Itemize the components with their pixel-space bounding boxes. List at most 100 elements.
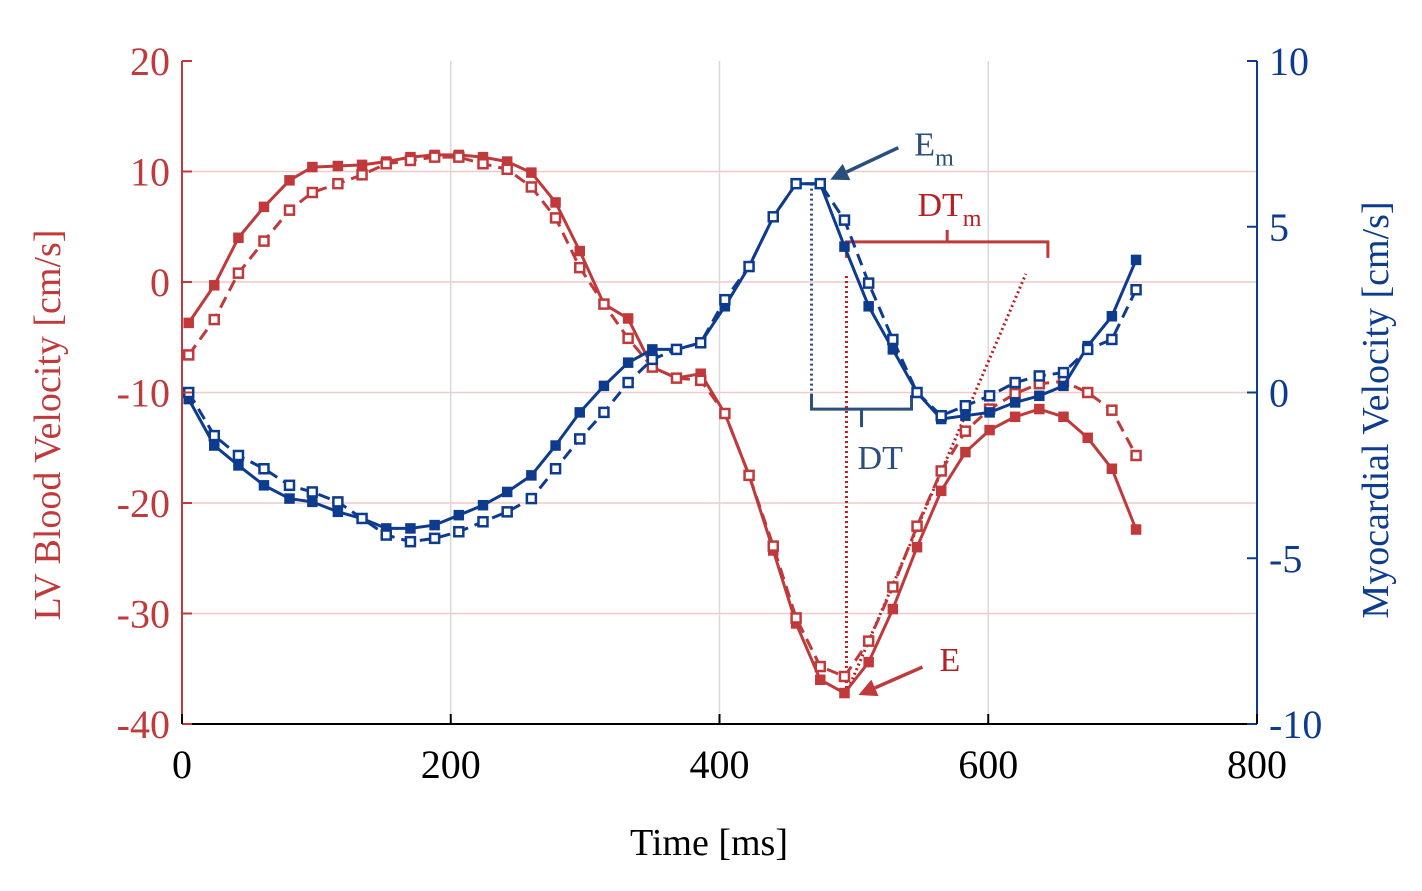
data-point <box>622 332 634 345</box>
data-point <box>284 493 295 504</box>
y-left-tick-label: -10 <box>117 371 170 416</box>
data-point <box>598 298 610 310</box>
data-point <box>209 280 220 291</box>
dtm-label: DTm <box>917 187 981 232</box>
data-point <box>719 407 731 420</box>
data-point <box>549 462 562 475</box>
data-point <box>380 529 392 541</box>
arrow-shaft <box>874 665 924 690</box>
data-point <box>838 214 851 226</box>
data-point <box>182 349 195 361</box>
data-point <box>380 158 392 170</box>
data-point <box>429 519 440 531</box>
data-point <box>453 509 465 521</box>
data-point <box>670 372 683 384</box>
data-point <box>1081 343 1094 356</box>
dtm-label-main: DT <box>917 187 963 224</box>
data-point <box>862 635 875 647</box>
data-point <box>984 424 995 436</box>
data-point <box>1058 380 1069 392</box>
data-point <box>622 376 634 389</box>
x-tick-label: 600 <box>958 742 1018 787</box>
data-point <box>1106 333 1118 346</box>
series-line <box>187 155 1138 679</box>
data-point <box>960 446 971 458</box>
data-point <box>332 177 344 190</box>
data-point <box>574 261 586 274</box>
x-tick-label: 200 <box>421 742 481 787</box>
data-point <box>1106 311 1118 322</box>
data-point <box>767 540 779 552</box>
ticks: 20 10 0 -10 -20 -30 -40 10 5 0 -5 -10 0 200 400 600 800 <box>117 39 1323 787</box>
data-point <box>574 407 585 418</box>
data-point <box>258 480 270 491</box>
em-label: Em <box>914 127 954 172</box>
arrow-shaft <box>845 146 900 174</box>
data-point <box>1057 366 1070 379</box>
y-right-tick-label: 10 <box>1269 39 1309 84</box>
data-point <box>306 486 319 498</box>
data-point <box>284 175 295 186</box>
y-axis-label-left: LV Blood Velocity [cm/s] <box>27 230 69 621</box>
x-tick-label: 0 <box>172 742 192 787</box>
data-point <box>574 433 586 445</box>
dt-bracket <box>810 395 914 428</box>
data-point <box>719 293 731 306</box>
dt-label: DT <box>858 440 904 477</box>
data-point <box>1009 376 1021 389</box>
y-left-tick-label: 0 <box>150 260 170 305</box>
data-point <box>694 337 707 349</box>
data-point <box>332 496 344 508</box>
data-point <box>1009 387 1021 400</box>
data-point <box>887 333 899 346</box>
data-point <box>307 496 318 508</box>
data-point <box>1106 404 1118 416</box>
annotation-lines <box>810 183 1050 694</box>
data-point <box>838 670 851 683</box>
x-axis-label: Time [ms] <box>630 822 788 864</box>
data-point <box>525 181 538 193</box>
y-right-tick-label: 0 <box>1269 371 1289 416</box>
data-point <box>332 160 344 172</box>
data-point <box>1082 432 1093 444</box>
em-label-subscript: m <box>935 146 954 172</box>
data-point <box>477 516 489 528</box>
data-point <box>646 353 659 366</box>
e-arrow <box>858 665 924 697</box>
data-point <box>405 523 416 534</box>
data-point <box>550 197 561 208</box>
e-label-main: E <box>939 642 960 679</box>
dt-label-main: DT <box>858 440 904 477</box>
y-left-tick-label: 10 <box>130 150 170 195</box>
dtm-bracket <box>844 229 1050 258</box>
data-point <box>1034 403 1045 415</box>
data-point <box>863 301 874 312</box>
data-point <box>935 485 947 497</box>
x-tick-label: 400 <box>690 742 750 787</box>
series-3 <box>182 177 1142 548</box>
data-point <box>526 167 537 178</box>
data-point <box>622 313 634 324</box>
data-point <box>1009 411 1021 423</box>
data-point <box>911 541 923 553</box>
data-point <box>232 267 245 279</box>
data-point <box>1034 390 1045 402</box>
data-point <box>258 201 270 213</box>
series-line <box>187 182 1138 530</box>
y-right-tick-label: -5 <box>1269 536 1302 581</box>
data-point <box>356 512 368 525</box>
data-point <box>428 151 441 163</box>
y-left-tick-label: 20 <box>130 39 170 84</box>
data-point <box>307 161 318 173</box>
data-point <box>670 343 683 356</box>
data-point <box>404 154 417 167</box>
data-point <box>911 386 923 399</box>
data-point <box>911 520 923 532</box>
data-point <box>356 159 368 171</box>
data-point <box>404 535 417 548</box>
data-point <box>428 532 441 545</box>
data-point <box>477 158 489 170</box>
data-point <box>1130 254 1142 266</box>
